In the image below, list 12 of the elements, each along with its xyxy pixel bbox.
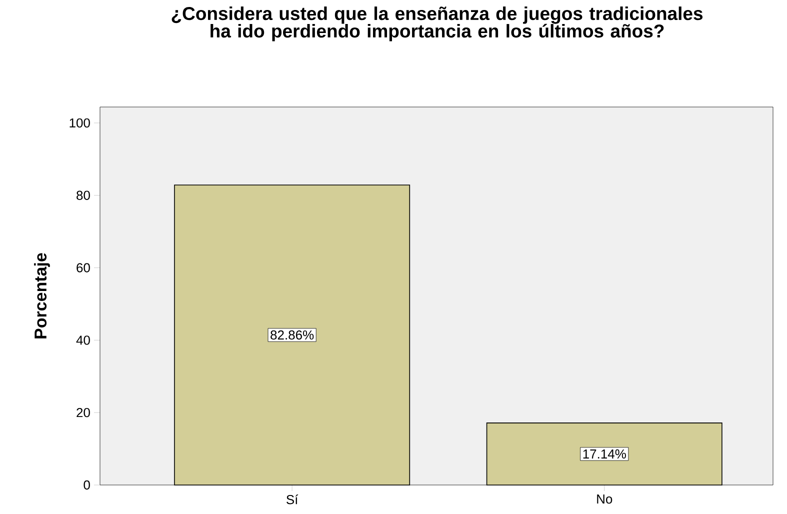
- y-axis-title: Porcentaje: [34, 253, 50, 338]
- x-tick-label: Sí: [286, 494, 298, 504]
- y-tick-label: 0: [84, 480, 90, 490]
- data-label: 82.86%: [270, 330, 314, 340]
- y-tick-label: 20: [76, 408, 90, 418]
- y-tick-label: 80: [76, 190, 90, 200]
- data-label: 17.14%: [583, 449, 626, 459]
- y-tick-label: 100: [70, 118, 90, 128]
- y-tick-label: 40: [76, 336, 90, 345]
- y-tick-label: 60: [76, 263, 90, 272]
- chart-title: ¿Considera usted que la enseñanza de juegos tradicionales ha ido perdiendo importancia en los últimos años?: [172, 6, 703, 42]
- x-tick-label: No: [597, 494, 612, 504]
